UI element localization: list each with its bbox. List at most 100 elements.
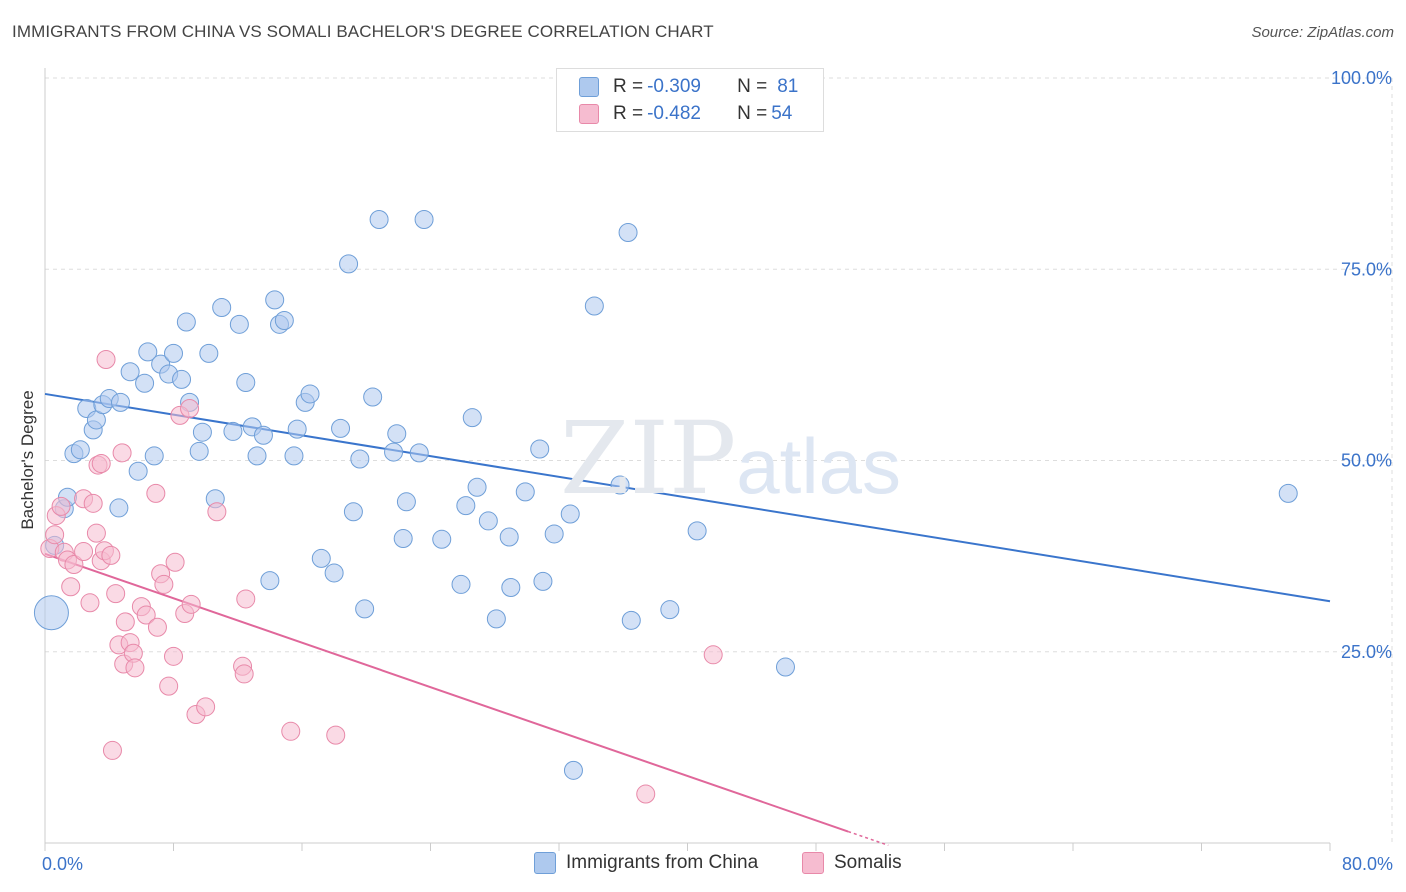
point-china <box>451 574 471 594</box>
legend-label-china: Immigrants from China <box>566 852 759 873</box>
point-china <box>223 421 243 441</box>
point-somalis <box>234 664 254 684</box>
point-china <box>128 461 148 481</box>
point-china <box>560 504 580 524</box>
r-label: R = <box>613 76 644 97</box>
point-china <box>138 342 158 362</box>
point-somalis <box>181 594 201 614</box>
point-china <box>530 439 550 459</box>
tick-labels: 100.0% 75.0% 50.0% 25.0% 0.0% 80.0% Bachelor's… <box>18 68 1393 874</box>
point-somalis <box>196 697 216 717</box>
point-china <box>584 296 604 316</box>
series-legend: Immigrants from China Somalis <box>0 852 1406 876</box>
point-somalis <box>147 617 167 637</box>
n-label: N = <box>737 76 768 97</box>
y-tick-label: 25.0% <box>1341 642 1392 662</box>
correlation-legend: R = -0.309 N = 81 R = -0.482 N = 54 <box>556 68 824 132</box>
point-somalis <box>96 350 116 370</box>
point-somalis <box>86 523 106 543</box>
source-label: Source: ZipAtlas.com <box>1251 24 1394 41</box>
point-china <box>247 446 267 466</box>
point-china <box>501 577 521 597</box>
point-china <box>189 441 209 461</box>
point-somalis <box>326 725 346 745</box>
point-somalis <box>125 658 145 678</box>
point-somalis <box>91 454 111 474</box>
point-china <box>120 362 140 382</box>
y-tick-label: 75.0% <box>1341 259 1392 279</box>
point-china <box>387 424 407 444</box>
point-somalis <box>64 555 84 575</box>
watermark-atlas: atlas <box>736 422 902 510</box>
point-china <box>144 446 164 466</box>
point-china <box>409 443 429 463</box>
point-china <box>176 312 196 332</box>
point-china <box>287 419 307 439</box>
legend-label-somalis: Somalis <box>834 852 902 873</box>
point-china <box>274 311 294 331</box>
point-china <box>324 563 344 583</box>
point-china <box>265 290 285 310</box>
point-somalis <box>101 545 121 565</box>
point-china <box>135 373 155 393</box>
point-china <box>33 595 69 631</box>
point-china <box>432 529 452 549</box>
y-axis-title: Bachelor's Degree <box>18 390 37 529</box>
point-somalis <box>74 542 94 562</box>
trend-line-somalis-extension <box>847 830 889 847</box>
point-china <box>212 298 232 317</box>
point-somalis <box>61 577 81 597</box>
point-china <box>355 599 375 619</box>
point-china <box>384 442 404 462</box>
point-china <box>300 384 320 404</box>
y-tick-label: 50.0% <box>1341 451 1392 471</box>
point-china <box>414 210 434 230</box>
point-somalis <box>159 676 179 696</box>
point-somalis <box>164 646 183 666</box>
point-china <box>110 392 130 412</box>
point-somalis <box>112 443 132 463</box>
point-china <box>456 496 476 516</box>
point-somalis <box>154 574 174 594</box>
point-china <box>396 492 416 512</box>
watermark: ZIPatlas <box>560 400 901 517</box>
point-china <box>192 422 212 442</box>
point-china <box>331 418 351 438</box>
point-somalis <box>83 493 103 513</box>
point-china <box>544 524 564 544</box>
point-somalis <box>45 525 65 545</box>
r-label: R = <box>613 103 644 124</box>
point-somalis <box>165 552 185 572</box>
point-somalis <box>80 593 100 613</box>
n-value: 81 <box>777 76 799 97</box>
point-china <box>236 372 256 392</box>
point-china <box>499 527 519 547</box>
n-value: 54 <box>771 103 793 124</box>
point-china <box>260 571 280 591</box>
point-somalis <box>106 584 126 604</box>
legend-row-somalis: R = -0.482 N = 54 <box>579 102 792 126</box>
point-somalis <box>281 721 301 741</box>
x-tick-label-min: 0.0% <box>42 854 83 874</box>
point-china <box>343 502 363 522</box>
point-china <box>339 254 359 274</box>
point-china <box>515 482 535 502</box>
point-somalis <box>703 645 723 665</box>
legend-item-somalis: Somalis <box>802 852 902 874</box>
point-china <box>253 425 273 445</box>
point-china <box>486 609 506 629</box>
point-china <box>164 343 183 363</box>
point-china <box>284 446 304 466</box>
point-somalis <box>236 589 256 609</box>
point-china <box>1278 483 1298 503</box>
point-china <box>350 449 370 469</box>
point-china <box>199 343 219 363</box>
legend-row-china: R = -0.309 N = 81 <box>579 75 798 99</box>
chart-title: IMMIGRANTS FROM CHINA VS SOMALI BACHELOR… <box>12 22 714 41</box>
point-somalis <box>207 502 227 522</box>
r-value: -0.309 <box>647 76 701 97</box>
point-somalis <box>636 784 656 804</box>
point-china <box>467 477 487 497</box>
point-china <box>393 529 413 549</box>
point-somalis <box>180 398 200 418</box>
